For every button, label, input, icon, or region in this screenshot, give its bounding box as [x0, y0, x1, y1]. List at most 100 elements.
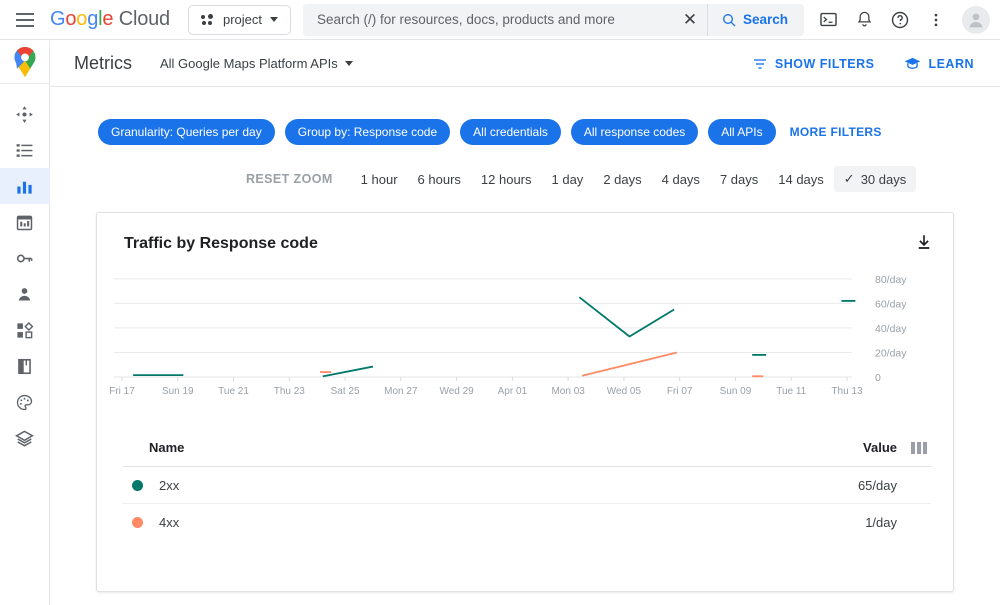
list-icon [16, 143, 33, 157]
page-title: Metrics [74, 53, 132, 73]
range-30-days[interactable]: ✓ 30 days [833, 166, 917, 192]
chart-series-line [581, 351, 678, 377]
sidebar-item-styling[interactable] [0, 384, 50, 420]
avatar[interactable] [962, 5, 990, 34]
project-dots-icon [200, 13, 215, 26]
brand-letter: o [76, 8, 88, 30]
help-icon[interactable] [884, 4, 916, 36]
filter-chip-credentials[interactable]: All credentials [460, 119, 561, 145]
range-7-days[interactable]: 7 days [719, 171, 759, 187]
x-axis-tick-label: Thu 23 [274, 386, 306, 397]
x-axis-tick-label: Fri 17 [109, 386, 135, 397]
sidebar-item-quotas[interactable] [0, 276, 50, 312]
bar-chart-icon [17, 181, 32, 194]
column-header-value: Value [863, 440, 897, 455]
sidebar-item-places[interactable] [0, 312, 50, 348]
range-12-hours[interactable]: 12 hours [480, 171, 532, 187]
brand-letter: e [102, 8, 114, 30]
series-color-dot [132, 479, 143, 491]
sidebar-item-credentials[interactable] [0, 240, 50, 276]
range-2-days[interactable]: 2 days [603, 171, 642, 187]
project-selector-button[interactable]: project [187, 4, 292, 35]
filter-chip-groupby[interactable]: Group by: Response code [284, 119, 451, 145]
learn-label: LEARN [928, 56, 974, 71]
search-bar: ✕ Search [303, 3, 804, 36]
calendar-report-icon [16, 215, 33, 230]
x-axis-tick-label: Mon 27 [384, 386, 418, 397]
range-4-days[interactable]: 4 days [661, 171, 700, 187]
sidebar-item-overview[interactable] [0, 96, 50, 132]
api-selector-label: All Google Maps Platform APIs [160, 56, 338, 71]
column-picker-icon[interactable] [911, 441, 927, 454]
hamburger-icon[interactable] [12, 7, 38, 33]
person-icon [18, 287, 31, 300]
show-filters-label: SHOW FILTERS [774, 56, 875, 71]
reset-zoom-button[interactable]: RESET ZOOM [246, 172, 333, 186]
search-button-label: Search [742, 12, 788, 27]
sidebar-item-guides[interactable] [0, 348, 50, 384]
x-axis-tick-label: Thu 13 [831, 386, 863, 397]
y-axis-tick-label: 40/day [875, 323, 907, 335]
x-axis-tick-label: Sun 09 [720, 386, 752, 397]
table-row[interactable]: 4xx 1/day [123, 504, 931, 541]
sidebar-item-datasets[interactable] [0, 420, 50, 456]
search-input[interactable] [303, 12, 673, 27]
download-icon[interactable] [915, 233, 933, 256]
range-1-day[interactable]: 1 day [551, 171, 584, 187]
show-filters-button[interactable]: SHOW FILTERS [752, 56, 875, 72]
key-icon [16, 254, 33, 262]
filter-chips: Granularity: Queries per day Group by: R… [50, 87, 1000, 145]
table-row[interactable]: 2xx 65/day [123, 467, 931, 504]
sidebar-item-apis[interactable] [0, 132, 50, 168]
learn-button[interactable]: LEARN [904, 55, 974, 72]
table-header: Name Value [123, 429, 931, 467]
terminal-icon[interactable] [812, 4, 844, 36]
brand-letter: g [87, 8, 99, 30]
series-color-dot [132, 517, 143, 528]
navigation-move-icon [16, 105, 33, 123]
range-14-days[interactable]: 14 days [778, 171, 824, 187]
filter-icon [753, 58, 766, 69]
topbar-icons [812, 4, 990, 36]
apps-grid-icon [17, 321, 34, 338]
layers-icon [15, 430, 34, 447]
filter-chip-apis[interactable]: All APIs [708, 119, 776, 145]
range-30-days-label: 30 days [860, 171, 907, 187]
google-cloud-logo[interactable]: Google Cloud [50, 8, 170, 31]
sidebar-item-metrics[interactable] [0, 168, 50, 204]
filter-chip-response-codes[interactable]: All response codes [570, 119, 699, 145]
chart-card: Traffic by Response code 0 20/day 40/day 60… [96, 212, 954, 592]
bell-icon[interactable] [848, 4, 880, 36]
x-axis-tick-label: Sat 25 [331, 386, 360, 397]
y-axis-tick-label: 0 [875, 372, 881, 384]
page-header-actions: SHOW FILTERS LEARN [752, 55, 974, 72]
api-selector[interactable]: All Google Maps Platform APIs [160, 56, 353, 71]
google-maps-pin-logo[interactable] [0, 41, 49, 83]
brand-letter: o [65, 8, 77, 30]
more-filters-button[interactable]: MORE FILTERS [789, 125, 882, 139]
clear-icon[interactable]: ✕ [682, 9, 698, 29]
sidebar-divider [0, 83, 49, 84]
chart-svg: 0 20/day 40/day 60/day 80/day Fri 17 Sun 19 Tue… [109, 274, 907, 397]
series-name: 4xx [159, 515, 180, 530]
brand-cloud-word: Cloud [118, 8, 170, 30]
range-6-hours[interactable]: 6 hours [417, 171, 461, 187]
book-icon [18, 358, 31, 374]
chevron-down-icon [344, 61, 353, 66]
series-value: 65/day [857, 477, 897, 493]
left-sidebar [0, 41, 50, 605]
x-axis-tick-label: Mon 03 [551, 386, 585, 397]
series-value: 1/day [865, 515, 897, 530]
range-1-hour[interactable]: 1 hour [360, 171, 398, 187]
chevron-down-icon [270, 17, 279, 22]
line-chart: 0 20/day 40/day 60/day 80/day Fri 17 Sun 19 Tue… [97, 261, 955, 411]
more-vert-icon[interactable] [920, 4, 952, 36]
chart-series-line [322, 365, 374, 378]
legend-table: Name Value 2xx 65/day 4xx 1/day [123, 429, 931, 541]
filter-chip-granularity[interactable]: Granularity: Queries per day [98, 119, 275, 145]
search-button[interactable]: Search [706, 3, 804, 36]
y-axis-tick-label: 60/day [875, 298, 907, 310]
sidebar-item-reports[interactable] [0, 204, 50, 240]
x-axis-tick-label: Tue 21 [218, 386, 249, 397]
x-axis-tick-label: Sun 19 [162, 386, 194, 397]
